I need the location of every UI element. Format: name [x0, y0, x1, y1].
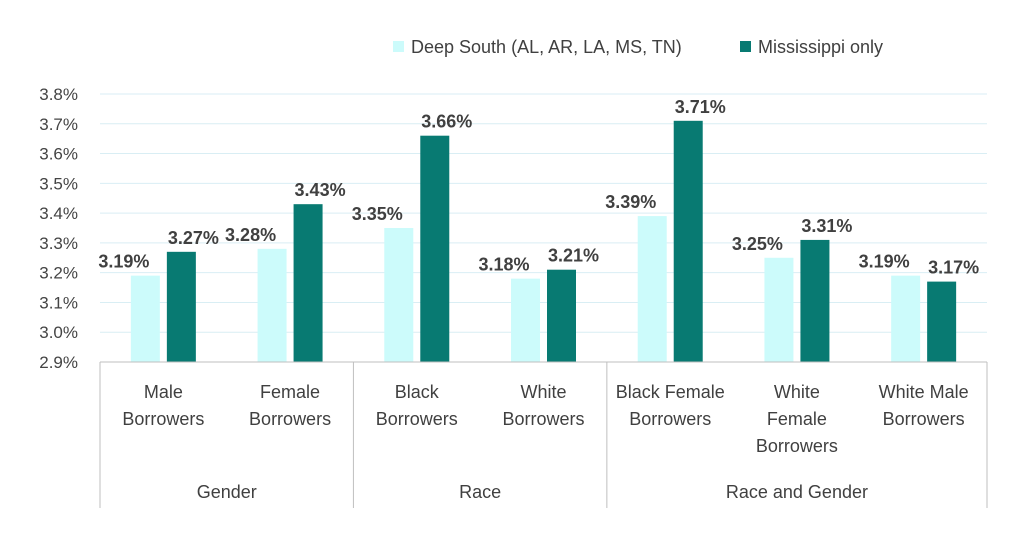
x-tick-label: Black Female Borrowers [616, 382, 725, 429]
x-tick-label: White Borrowers [502, 382, 584, 429]
data-label: 3.18% [478, 255, 529, 275]
bar-mississippi [166, 251, 196, 362]
x-tick-label: White Female Borrowers [756, 382, 838, 456]
y-tick-label: 3.4% [39, 204, 78, 223]
y-tick-label: 3.0% [39, 323, 78, 342]
bar-mississippi [800, 239, 830, 362]
y-tick-label: 3.8% [39, 85, 78, 104]
bar-mississippi [673, 120, 703, 362]
data-label: 3.19% [859, 252, 910, 272]
legend-label-deep-south: Deep South (AL, AR, LA, MS, TN) [411, 37, 682, 57]
data-label: 3.71% [675, 97, 726, 117]
legend-swatch-deep-south [393, 41, 404, 52]
group-label: Gender [197, 482, 257, 502]
data-label: 3.66% [421, 112, 472, 132]
x-tick-label: Female Borrowers [249, 382, 331, 429]
bar-deep-south [891, 275, 921, 362]
data-label: 3.25% [732, 234, 783, 254]
bar-deep-south [257, 248, 287, 362]
bar-mississippi [420, 135, 450, 362]
y-tick-label: 3.3% [39, 234, 78, 253]
data-label: 3.19% [98, 252, 149, 272]
y-tick-label: 3.7% [39, 115, 78, 134]
x-tick-label: Male Borrowers [122, 382, 204, 429]
legend-swatch-mississippi [740, 41, 751, 52]
y-axis: 2.9% 3.0% 3.1% 3.2% 3.3% 3.4% 3.5% 3.6% 3.7% 3.8% [39, 85, 78, 372]
x-tick-label: Black Borrowers [376, 382, 458, 429]
bar-deep-south [764, 257, 794, 362]
bar-mississippi [927, 281, 957, 362]
data-label: 3.27% [168, 228, 219, 248]
bar-deep-south [637, 216, 667, 362]
bar-deep-south [511, 278, 540, 362]
bar-mississippi [547, 269, 576, 362]
legend-label-mississippi: Mississippi only [758, 37, 883, 57]
y-tick-label: 3.6% [39, 145, 78, 164]
legend: Deep South (AL, AR, LA, MS, TN) Mississi… [393, 37, 883, 57]
data-label: 3.39% [605, 192, 656, 212]
data-labels: 3.19% 3.28% 3.35% 3.18% 3.39% 3.25% 3.19% 3.27%… [98, 97, 979, 278]
bar-deep-south [130, 275, 160, 362]
data-label: 3.17% [928, 258, 979, 278]
data-label: 3.43% [295, 180, 346, 200]
x-axis: Male Borrowers Female Borrowers Black Borrowe… [99, 361, 988, 508]
group-label: Race [459, 482, 501, 502]
data-label: 3.28% [225, 225, 276, 245]
bars [130, 120, 957, 362]
y-tick-label: 3.1% [39, 293, 78, 312]
bar-mississippi [293, 204, 323, 362]
gridlines [100, 93, 987, 333]
data-label: 3.21% [548, 246, 599, 266]
bar-deep-south [384, 228, 414, 362]
y-tick-label: 2.9% [39, 353, 78, 372]
y-tick-label: 3.2% [39, 264, 78, 283]
data-label: 3.35% [352, 204, 403, 224]
data-label: 3.31% [801, 216, 852, 236]
y-tick-label: 3.5% [39, 174, 78, 193]
x-tick-label: White Male Borrowers [879, 382, 969, 429]
group-label: Race and Gender [726, 482, 868, 502]
